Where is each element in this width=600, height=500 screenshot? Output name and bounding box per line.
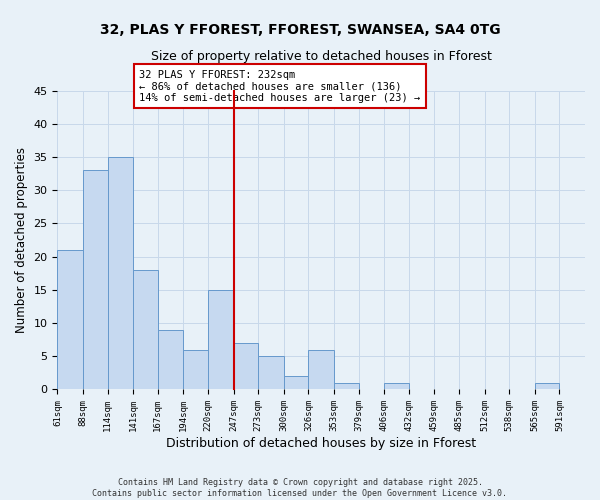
Bar — [258, 356, 284, 390]
Bar — [133, 270, 158, 390]
Bar — [184, 350, 208, 390]
Bar — [107, 157, 133, 390]
Bar — [334, 383, 359, 390]
X-axis label: Distribution of detached houses by size in Fforest: Distribution of detached houses by size … — [166, 437, 476, 450]
Bar — [158, 330, 184, 390]
Bar — [233, 343, 258, 390]
Bar — [284, 376, 308, 390]
Text: 32 PLAS Y FFOREST: 232sqm
← 86% of detached houses are smaller (136)
14% of semi: 32 PLAS Y FFOREST: 232sqm ← 86% of detac… — [139, 70, 421, 103]
Bar — [535, 383, 559, 390]
Text: Contains HM Land Registry data © Crown copyright and database right 2025.
Contai: Contains HM Land Registry data © Crown c… — [92, 478, 508, 498]
Bar — [384, 383, 409, 390]
Title: Size of property relative to detached houses in Fforest: Size of property relative to detached ho… — [151, 50, 491, 63]
Bar — [58, 250, 83, 390]
Y-axis label: Number of detached properties: Number of detached properties — [15, 147, 28, 333]
Bar — [208, 290, 233, 390]
Text: 32, PLAS Y FFOREST, FFOREST, SWANSEA, SA4 0TG: 32, PLAS Y FFOREST, FFOREST, SWANSEA, SA… — [100, 22, 500, 36]
Bar — [308, 350, 334, 390]
Bar — [83, 170, 107, 390]
